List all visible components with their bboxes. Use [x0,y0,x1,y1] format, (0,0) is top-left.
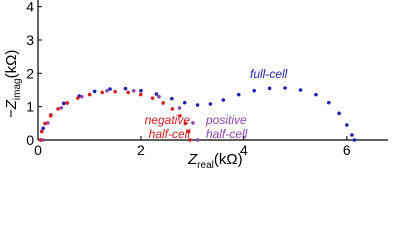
annotation: half-cell [206,127,248,141]
data-point [178,114,182,118]
data-point [108,87,112,91]
data-point [92,89,97,94]
data-point [41,126,45,131]
data-point [170,96,174,101]
data-point [100,90,105,95]
data-point [87,92,92,97]
data-point [183,121,188,126]
data-point [170,107,175,111]
data-point [157,94,161,99]
data-point [352,138,357,142]
data-point [337,111,341,116]
x-tick-label: 4 [240,142,248,158]
annotation: half-cell [149,127,191,141]
x-tick-label: 2 [137,142,145,158]
data-point [350,133,354,137]
data-point [39,129,44,134]
data-point [59,106,64,110]
data-point [113,89,118,94]
data-point [208,102,213,106]
data-point [221,98,226,102]
data-point [186,129,191,134]
y-tick-label: 1 [26,99,34,115]
data-point [252,88,256,93]
y-tick-label: 3 [26,32,34,48]
data-point [154,92,159,96]
data-point [43,121,47,126]
data-point [188,138,192,142]
y-axis-label-unit: (kΩ) [3,50,20,79]
data-point [41,138,45,142]
y-axis-label-sub: imag [12,78,23,100]
data-point [56,107,60,111]
data-point [138,92,143,97]
y-tick-label: 2 [26,65,34,81]
data-point [48,114,53,118]
data-point [182,100,187,105]
data-point [283,86,287,90]
data-point [126,90,130,95]
y-tick-label: 4 [26,0,34,15]
data-point [314,92,318,97]
x-tick-label: 0 [34,142,42,158]
annotation: negative [145,113,191,127]
data-point [298,88,303,92]
data-point [105,88,109,93]
data-point [267,86,272,91]
y-axis-label: −Zimag(kΩ) [3,50,23,118]
x-axis-label-unit: (kΩ) [214,151,243,168]
y-axis-label-main: −Z [3,99,20,118]
data-point [236,92,241,97]
data-point [195,138,200,142]
data-point [79,94,84,99]
x-axis-label-main: Z [187,151,198,168]
data-point [191,121,195,125]
data-point [345,123,349,127]
data-point [61,101,66,106]
data-point [139,88,143,93]
data-point [38,138,43,142]
y-tick-label: 0 [26,132,34,148]
data-point [65,101,70,105]
data-point [177,106,182,110]
data-point [45,121,50,125]
data-point [150,96,155,100]
x-tick-label: 6 [343,142,351,158]
annotation: positive [205,113,247,127]
data-point [327,100,331,105]
data-point [76,96,80,100]
annotation: full-cell [250,67,288,81]
data-point [161,101,165,105]
data-point [131,88,136,93]
x-axis-label: Zreal(kΩ) [187,151,243,171]
data-point [123,86,128,91]
x-axis-label-sub: real [197,160,214,171]
data-point [195,103,200,107]
